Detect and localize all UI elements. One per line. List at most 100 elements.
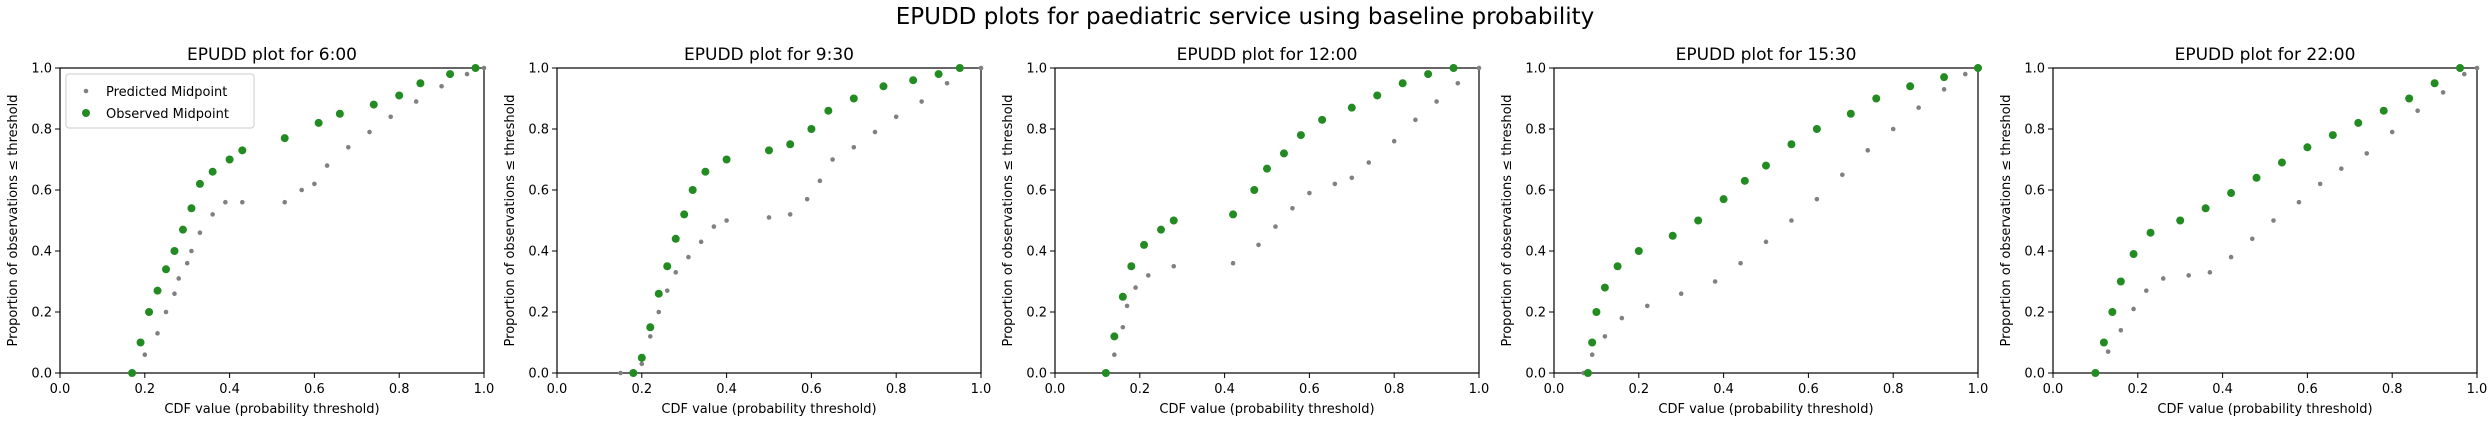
x-tick-label: 0.0 — [547, 382, 568, 397]
predicted-point — [2207, 270, 2213, 275]
predicted-point — [1124, 303, 1130, 309]
y-tick-label: 0.6 — [1026, 184, 1047, 199]
predicted-point — [944, 80, 950, 86]
observed-point — [2176, 216, 2185, 225]
predicted-point — [639, 361, 645, 367]
observed-point — [1787, 140, 1796, 149]
observed-point — [1169, 216, 1178, 225]
predicted-series — [2093, 65, 2480, 376]
x-tick-label: 0.8 — [886, 382, 907, 397]
y-tick-label: 0.0 — [1026, 367, 1047, 382]
axes-frame — [1553, 67, 1979, 374]
subplot-title: EPUDD plot for 22:00 — [2175, 45, 2356, 65]
y-tick-label: 0.6 — [31, 184, 52, 199]
predicted-point — [686, 254, 691, 260]
observed-point — [208, 167, 217, 176]
predicted-point — [1413, 117, 1418, 123]
y-tick-label: 0.2 — [1525, 306, 1546, 321]
predicted-point — [1865, 148, 1871, 153]
y-tick-label: 1.0 — [2024, 62, 2045, 77]
observed-point — [2227, 189, 2236, 198]
predicted-point — [155, 331, 160, 336]
observed-point — [471, 64, 480, 72]
predicted-point — [1349, 175, 1355, 181]
observed-point — [1583, 369, 1592, 377]
observed-point — [1140, 240, 1149, 249]
predicted-point — [223, 199, 228, 205]
predicted-point — [1133, 285, 1138, 290]
observed-point — [1398, 79, 1407, 88]
observed-point — [1127, 262, 1136, 271]
observed-point — [1588, 338, 1597, 347]
predicted-point — [1962, 71, 1968, 77]
observed-point — [335, 109, 344, 118]
observed-point — [1424, 70, 1433, 79]
observed-point — [2354, 118, 2363, 127]
y-tick-label: 0.0 — [528, 367, 549, 382]
predicted-point — [176, 276, 182, 281]
observed-point — [934, 70, 943, 79]
predicted-point — [142, 352, 148, 358]
observed-series — [629, 64, 964, 377]
observed-point — [170, 247, 179, 255]
predicted-point — [464, 71, 470, 77]
predicted-point — [1256, 242, 1261, 248]
y-axis-label: Proportion of observations ≤ threshold — [1001, 95, 1016, 347]
observed-point — [1600, 283, 1609, 292]
y-tick-label: 0.0 — [1525, 367, 1546, 382]
predicted-point — [2415, 108, 2420, 113]
predicted-point — [2461, 71, 2467, 77]
observed-point — [2277, 158, 2286, 167]
observed-point — [2201, 204, 2210, 213]
observed-point — [128, 369, 137, 377]
x-tick-label: 0.0 — [2043, 382, 2064, 397]
observed-point — [1812, 125, 1821, 133]
observed-point — [849, 94, 858, 103]
x-tick-label: 0.8 — [1384, 382, 1405, 397]
observed-point — [1634, 247, 1643, 255]
predicted-point — [1840, 172, 1845, 178]
y-tick-label: 0.4 — [1525, 245, 1546, 260]
observed-point — [1740, 176, 1749, 185]
observed-point — [162, 265, 170, 274]
predicted-point — [172, 291, 177, 297]
y-tick-label: 0.8 — [1026, 123, 1047, 138]
x-tick-label: 0.4 — [1713, 382, 1734, 397]
observed-point — [136, 338, 145, 347]
predicted-point — [2440, 90, 2446, 95]
subplot-1: EPUDD plot for 6:00 0.0 0.2 0.4 0.6 0.8 1.0 0.0… — [6, 45, 494, 417]
x-tick-label: 0.4 — [716, 382, 737, 397]
x-tick-label: 0.4 — [2212, 382, 2233, 397]
observed-point — [654, 289, 663, 298]
observed-point — [1449, 64, 1458, 72]
observed-point — [637, 353, 646, 362]
predicted-point — [367, 129, 372, 135]
observed-point — [629, 369, 638, 377]
x-tick-label: 1.0 — [1968, 382, 1989, 397]
predicted-point — [2118, 328, 2124, 333]
observed-point — [807, 125, 816, 133]
x-tick-label: 0.8 — [1883, 382, 1904, 397]
observed-point — [765, 146, 773, 155]
predicted-point — [978, 65, 984, 71]
subplot-title: EPUDD plot for 9:30 — [684, 45, 854, 65]
observed-point — [1250, 186, 1259, 194]
predicted-point — [787, 212, 793, 217]
y-tick-label: 0.6 — [1525, 184, 1546, 199]
predicted-point — [1391, 138, 1397, 144]
y-tick-label: 0.2 — [2024, 306, 2045, 321]
observed-point — [1263, 164, 1271, 173]
observed-series — [128, 64, 480, 377]
predicted-point — [664, 288, 670, 293]
axes-frame — [2052, 67, 2478, 374]
predicted-point — [830, 157, 835, 162]
subplot-5: EPUDD plot for 22:00 0.0 0.2 0.4 0.6 0.8 1.0 0.… — [1999, 45, 2487, 417]
predicted-point — [766, 215, 772, 220]
observed-point — [280, 134, 289, 143]
predicted-point — [1941, 87, 1947, 92]
predicted-point — [1890, 126, 1896, 132]
y-tick-label: 0.2 — [528, 306, 549, 321]
x-tick-label: 0.6 — [304, 382, 325, 397]
predicted-point — [2296, 199, 2302, 205]
y-tick-label: 1.0 — [1525, 62, 1546, 77]
